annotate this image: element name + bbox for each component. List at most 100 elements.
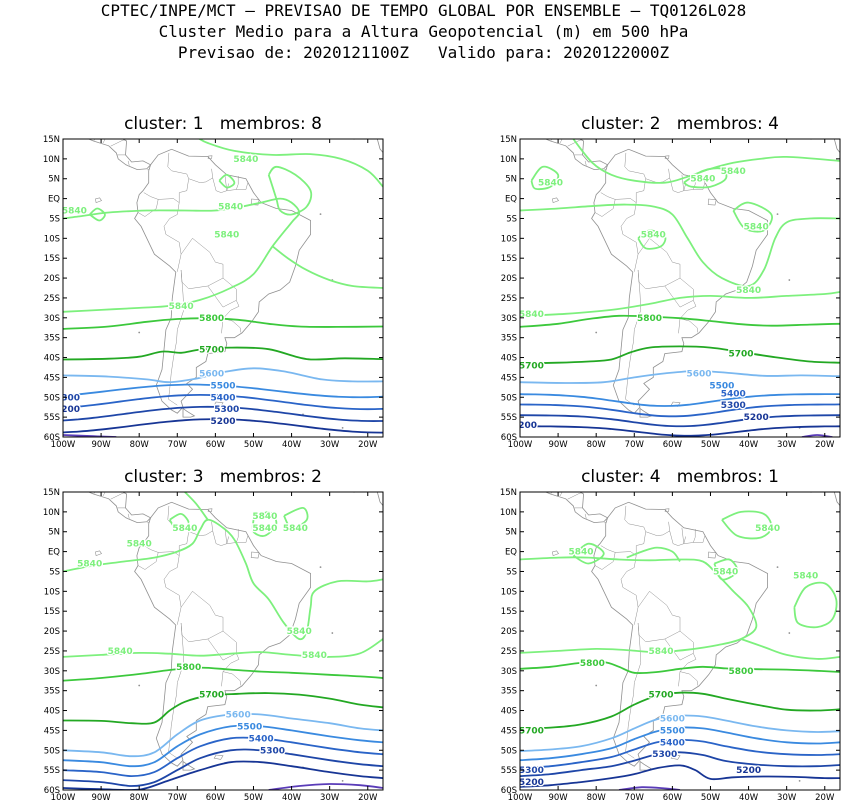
contour-line-5100 xyxy=(268,783,383,790)
chart-title-line-3: Previsao de: 2020121100Z Valido para: 20… xyxy=(177,43,670,62)
panel-1-title: cluster: 1 membros: 8 xyxy=(124,114,322,134)
contour-line-5840 xyxy=(267,165,313,216)
island-outline xyxy=(809,492,812,493)
lat-tick-label: EQ xyxy=(48,195,60,205)
lat-tick-label: 15S xyxy=(44,254,60,264)
lat-tick-label: 40S xyxy=(44,354,60,364)
contour-line-5840 xyxy=(740,638,840,660)
map-frame xyxy=(62,491,384,791)
contour-line-5700 xyxy=(520,691,840,730)
country-border xyxy=(678,300,697,334)
south-america-coastline xyxy=(591,148,768,414)
island-dot xyxy=(595,684,598,687)
lon-tick-label: 20W xyxy=(358,440,378,450)
lat-tick-label: 15N xyxy=(500,488,517,498)
lat-tick-label: 20S xyxy=(501,274,517,284)
contour-line-5600 xyxy=(520,714,840,752)
island-dot xyxy=(776,566,779,568)
country-border xyxy=(180,590,224,643)
lat-tick-label: 10S xyxy=(44,234,60,244)
contour-line-5840 xyxy=(197,139,383,188)
lat-tick-label: 35S xyxy=(44,334,60,344)
contour-label: 5840 xyxy=(172,524,197,534)
contour-label: 5800 xyxy=(176,663,201,673)
country-border xyxy=(604,521,608,524)
island-outline xyxy=(95,550,102,557)
contour-line-5300 xyxy=(520,751,840,777)
contour-label: 5400 xyxy=(660,738,685,748)
island-dot xyxy=(341,779,344,782)
country-border xyxy=(669,530,686,546)
contour-label: 5400 xyxy=(210,393,235,403)
lat-tick-label: 25S xyxy=(501,647,517,657)
country-border xyxy=(664,277,694,308)
contour-line-5840 xyxy=(732,201,773,233)
country-border xyxy=(584,513,587,519)
lat-tick-label: 35S xyxy=(501,687,517,697)
country-border xyxy=(127,513,130,519)
contour-line-5600 xyxy=(63,367,383,384)
lat-tick-label: 30S xyxy=(501,314,517,324)
contour-label: 5700 xyxy=(199,691,224,701)
island-outline xyxy=(207,155,213,159)
country-border xyxy=(567,139,584,147)
country-border xyxy=(221,300,240,334)
contour-label: 5840 xyxy=(287,627,312,637)
lat-tick-label: 15N xyxy=(43,488,60,498)
lon-tick-label: 50W xyxy=(244,793,264,803)
lon-tick-label: 30W xyxy=(320,793,340,803)
lat-tick-label: 40S xyxy=(501,707,517,717)
contour-line-5840 xyxy=(637,229,667,250)
contour-line-5800 xyxy=(520,660,840,675)
island-outline xyxy=(618,120,640,127)
island-dot xyxy=(759,413,761,416)
tierra-del-fuego-coastline xyxy=(182,408,196,418)
lat-tick-label: 25S xyxy=(44,647,60,657)
lon-tick-label: 30W xyxy=(777,793,797,803)
lon-tick-label: 50W xyxy=(701,793,721,803)
contour-line-5400 xyxy=(63,736,383,777)
lon-tick-label: 60W xyxy=(663,793,683,803)
country-border xyxy=(584,160,587,166)
lon-tick-label: 40W xyxy=(739,440,759,450)
map-panel-3: 5840 5840 5840 5840 5840 5840 5840 5840 5840 5800… xyxy=(43,488,390,803)
contour-line-5400 xyxy=(520,738,840,769)
island-dot xyxy=(731,791,733,793)
island-dot xyxy=(388,582,390,584)
island-outline xyxy=(603,126,611,129)
lon-tick-label: 20W xyxy=(358,793,378,803)
country-border xyxy=(693,182,706,190)
lon-tick-label: 50W xyxy=(701,440,721,450)
contour-line-5840 xyxy=(218,173,236,189)
lat-tick-label: 55S xyxy=(44,413,60,423)
country-border xyxy=(604,168,608,171)
contour-label: 5700 xyxy=(728,350,753,360)
lat-tick-label: 25S xyxy=(44,294,60,304)
contour-line-5300 xyxy=(63,405,383,422)
country-border xyxy=(110,139,127,147)
country-border xyxy=(137,552,159,570)
island-outline xyxy=(577,107,613,120)
lon-tick-label: 90W xyxy=(548,440,568,450)
contour-line-5840 xyxy=(683,167,728,189)
contour-label: 5840 xyxy=(214,230,239,240)
contour-label: 5700 xyxy=(519,726,544,736)
island-dot xyxy=(595,331,598,334)
contour-line-5840 xyxy=(283,506,309,529)
lon-tick-label: 50W xyxy=(244,440,264,450)
contour-line-5840 xyxy=(271,245,383,289)
island-outline xyxy=(707,198,717,206)
contour-label: 5600 xyxy=(686,369,711,379)
lon-tick-label: 90W xyxy=(91,440,111,450)
contour-line-5840 xyxy=(520,291,840,317)
country-border xyxy=(637,237,681,290)
island-dot xyxy=(138,331,141,334)
contour-label: 5840 xyxy=(519,310,544,320)
contour-label: 5200 xyxy=(736,766,761,776)
country-border xyxy=(679,318,699,333)
contour-label: 5500 xyxy=(660,726,685,736)
island-outline xyxy=(603,479,611,482)
lat-tick-label: 60S xyxy=(501,786,517,796)
island-outline xyxy=(707,551,717,559)
